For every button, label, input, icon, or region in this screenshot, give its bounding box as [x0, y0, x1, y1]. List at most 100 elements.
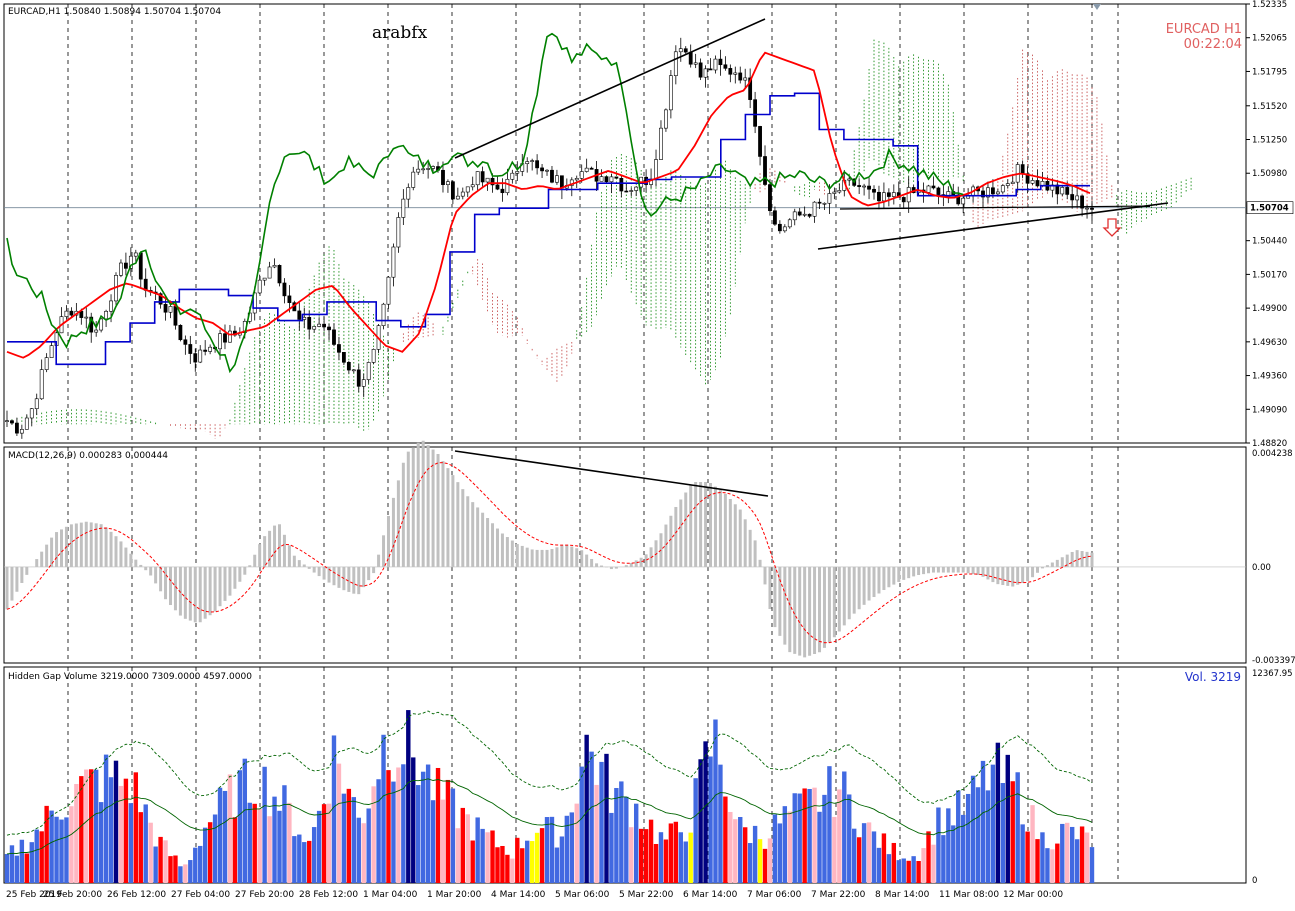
volume-bar: [1079, 826, 1085, 883]
candle-body: [485, 177, 490, 183]
volume-bar: [1010, 781, 1015, 883]
panel-frame: [3, 446, 1247, 664]
candle-body: [530, 160, 535, 162]
volume-bar: [901, 858, 906, 883]
candle-body: [525, 161, 530, 165]
candle-body: [465, 186, 470, 193]
watermark-text: arabfx: [372, 23, 428, 43]
candle-body: [584, 167, 589, 172]
macd-divergence-line: [454, 450, 769, 497]
volume-bar: [569, 812, 574, 883]
candle-body: [540, 167, 544, 172]
candle-body: [832, 191, 837, 194]
volume-bar: [331, 735, 337, 883]
volume-bar: [311, 827, 317, 883]
candle-body: [327, 326, 331, 331]
macd-y-tick-label: 0.00: [1252, 563, 1271, 573]
volume-bar: [931, 844, 936, 883]
candle-body: [178, 324, 183, 341]
volume-bar: [237, 770, 243, 883]
candle-body: [356, 369, 361, 387]
volume-bar: [609, 812, 614, 883]
candle-body: [188, 344, 193, 354]
candle-body: [981, 190, 985, 198]
candle-body: [69, 310, 74, 316]
candle-body: [936, 187, 941, 195]
volume-bar: [579, 766, 584, 883]
candle-body: [763, 156, 767, 185]
candle-body: [678, 48, 683, 53]
volume-bar: [356, 817, 361, 883]
volume-bar: [564, 815, 570, 883]
candle-body: [203, 349, 208, 352]
volume-bar: [316, 810, 322, 883]
volume-bar: [54, 816, 59, 883]
volume-bar: [1074, 839, 1080, 883]
volume-bar: [445, 779, 451, 883]
volume-bar: [64, 817, 69, 883]
volume-bar: [723, 796, 728, 883]
panel-frames: [3, 3, 1247, 884]
volume-bar: [1045, 848, 1050, 883]
volume-bar: [951, 825, 956, 883]
candle-body: [475, 171, 480, 186]
volume-badge: Vol. 3219: [1185, 670, 1241, 684]
volume-bar: [742, 827, 748, 883]
candle-body: [847, 178, 852, 181]
volume-bar: [728, 811, 733, 883]
macd-y-tick-label: 0.004238: [1252, 449, 1293, 459]
candle-body: [812, 201, 817, 217]
candle-body: [1025, 173, 1030, 184]
volume-bar: [767, 838, 773, 883]
volume-bar: [856, 837, 862, 883]
x-tick-label: 26 Feb 12:00: [107, 890, 166, 900]
volume-bar: [807, 788, 812, 883]
candle-body: [986, 187, 990, 198]
x-tick-label: 25 Feb 2019: [6, 890, 62, 900]
volume-bar: [827, 766, 832, 883]
volume-bar: [916, 861, 921, 883]
candle-body: [406, 187, 411, 200]
candle-body: [758, 126, 762, 157]
candle-body: [84, 316, 89, 319]
down-arrow-icon: [1102, 218, 1122, 237]
volume-bar: [84, 769, 89, 883]
volume-bar: [430, 800, 436, 883]
volume-bar: [673, 821, 679, 883]
candle-body: [337, 344, 341, 353]
volume-bar: [693, 778, 698, 883]
candle-body: [287, 295, 292, 303]
volume-bar: [980, 760, 986, 883]
volume-bar: [391, 781, 396, 883]
candle-body: [312, 326, 317, 330]
candle-body: [555, 175, 559, 183]
candle-body: [391, 246, 396, 278]
candle-body: [867, 185, 871, 190]
volume-bar: [79, 776, 84, 883]
volume-bar: [1089, 847, 1095, 883]
candle-body: [1070, 194, 1075, 201]
y-tick-label: 1.49090: [1252, 405, 1287, 415]
candle-body: [277, 265, 282, 284]
volume-bar: [366, 808, 371, 883]
volume-bar: [470, 840, 475, 883]
candle-body: [748, 77, 753, 100]
candle-body: [753, 99, 758, 127]
candle-body: [411, 171, 416, 188]
candle-body: [510, 172, 515, 180]
candle-body: [282, 282, 287, 297]
candle-body: [550, 169, 554, 183]
candle-body: [654, 159, 658, 180]
volume-bar: [500, 845, 505, 883]
symbol-header: EURCAD,H1 1.50840 1.50894 1.50704 1.5070…: [8, 7, 221, 17]
volume-bar: [277, 810, 282, 883]
candle-body: [589, 167, 594, 170]
volume-bar: [891, 842, 897, 883]
volume-bar: [589, 751, 594, 883]
candle-body: [307, 316, 312, 330]
volume-bar: [817, 811, 822, 883]
volume-bar: [59, 819, 64, 883]
y-tick-label: 1.50980: [1252, 169, 1287, 179]
candle-body: [138, 252, 143, 280]
volume-bar: [153, 846, 158, 883]
